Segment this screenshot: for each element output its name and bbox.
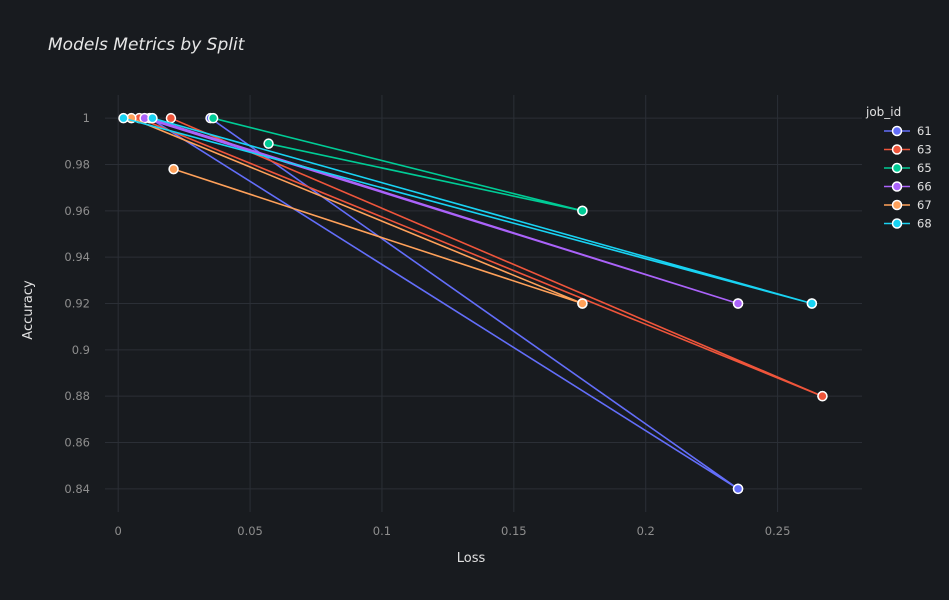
legend-label: 61 — [917, 124, 932, 138]
data-point[interactable] — [806, 298, 818, 309]
x-tick-label: 0.2 — [637, 524, 655, 538]
legend-label: 66 — [917, 180, 932, 194]
data-point[interactable] — [732, 298, 744, 309]
series-line — [212, 117, 584, 212]
data-point[interactable] — [168, 163, 179, 175]
series-line — [149, 117, 739, 490]
data-point[interactable] — [577, 298, 588, 309]
x-axis-title: Loss — [457, 551, 486, 566]
legend-item-66[interactable]: 66 — [884, 180, 932, 194]
legend-swatch-marker — [891, 144, 903, 155]
data-point[interactable] — [147, 112, 158, 124]
series-line — [138, 117, 824, 398]
data-point[interactable] — [732, 483, 744, 495]
series-65[interactable] — [207, 112, 588, 217]
tick-layer: 0 0.05 0.1 0.15 0.2 0.25 0.84 0.86 0.88 0.9 0.92 0.… — [64, 111, 790, 538]
y-tick-label: 0.96 — [64, 204, 90, 218]
series-layer — [118, 112, 828, 495]
y-tick-label: 0.94 — [64, 250, 90, 264]
y-tick-label: 0.86 — [64, 436, 90, 450]
legend-item-65[interactable]: 65 — [884, 161, 932, 175]
series-68[interactable] — [118, 112, 818, 309]
y-tick-label: 1 — [83, 111, 90, 125]
legend-item-61[interactable]: 61 — [884, 124, 932, 138]
y-tick-label: 0.88 — [64, 389, 90, 403]
x-tick-label: 0.05 — [237, 524, 263, 538]
x-tick-label: 0.1 — [373, 524, 391, 538]
series-line — [123, 117, 813, 305]
legend[interactable]: job_id 61 63 65 66 67 68 — [865, 105, 932, 231]
series-66[interactable] — [139, 112, 744, 309]
legend-swatch-marker — [891, 181, 903, 192]
legend-swatch-marker — [891, 218, 903, 229]
y-axis-title: Accuracy — [21, 280, 36, 340]
chart-title: Models Metrics by Split — [48, 35, 246, 55]
legend-item-63[interactable]: 63 — [884, 143, 932, 157]
y-tick-label: 0.92 — [64, 297, 90, 311]
data-point[interactable] — [817, 390, 828, 402]
series-67[interactable] — [126, 112, 588, 309]
legend-swatch-marker — [891, 199, 903, 211]
data-point[interactable] — [118, 112, 129, 124]
legend-item-68[interactable]: 68 — [884, 217, 932, 231]
x-tick-label: 0 — [115, 524, 122, 538]
legend-label: 65 — [917, 161, 932, 175]
y-tick-label: 0.9 — [72, 343, 90, 357]
data-point[interactable] — [263, 138, 274, 149]
y-tick-label: 0.98 — [64, 158, 90, 172]
data-point[interactable] — [577, 205, 588, 217]
legend-swatch-marker — [891, 125, 903, 137]
legend-label: 68 — [917, 217, 932, 231]
legend-swatch-marker — [891, 162, 903, 174]
legend-label: 67 — [917, 198, 932, 212]
legend-item-67[interactable]: 67 — [884, 198, 932, 212]
data-point[interactable] — [165, 112, 177, 124]
x-tick-label: 0.15 — [501, 524, 527, 538]
series-line — [143, 117, 739, 305]
y-tick-label: 0.84 — [64, 482, 90, 496]
legend-title: job_id — [865, 105, 901, 119]
x-tick-label: 0.25 — [765, 524, 791, 538]
legend-label: 63 — [917, 143, 932, 157]
data-point[interactable] — [207, 112, 219, 124]
series-line — [131, 117, 584, 305]
